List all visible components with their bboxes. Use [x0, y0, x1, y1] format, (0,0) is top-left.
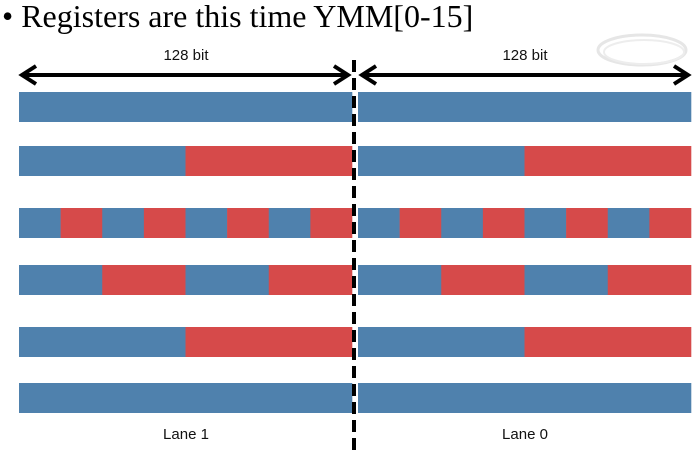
width-label-right: 128 bit — [502, 47, 548, 64]
register-4-lane-0-element-4 — [607, 265, 692, 295]
bullet: • — [2, 0, 14, 34]
register-1-lane-0-element-1 — [358, 92, 692, 122]
register-4-lane-0-element-2 — [441, 265, 525, 295]
register-4-lane-1-element-2 — [102, 265, 186, 295]
register-5-lane-0-element-2 — [524, 327, 692, 357]
register-rows — [19, 92, 692, 413]
register-2-lane-1-element-2 — [185, 146, 353, 176]
register-4-lane-1-element-3 — [185, 265, 270, 295]
register-2-lane-1-element-1 — [19, 146, 186, 176]
register-3-lane-0-element-2 — [399, 208, 442, 238]
register-4-lane-1-element-1 — [19, 265, 103, 295]
register-3-lane-0-element-8 — [649, 208, 692, 238]
register-3-lane-1-element-3 — [102, 208, 145, 238]
register-3-lane-1-element-7 — [268, 208, 311, 238]
register-3-lane-0-element-4 — [482, 208, 525, 238]
intel-logo-icon — [596, 33, 688, 67]
slide-title: • Registers are this time YMM[0-15] — [2, 0, 473, 35]
register-3-lane-1-element-6 — [227, 208, 270, 238]
register-3-lane-0-element-3 — [441, 208, 484, 238]
register-3-lane-0-element-5 — [524, 208, 567, 238]
register-3-lane-0-element-7 — [607, 208, 650, 238]
register-3-lane-0-element-1 — [358, 208, 400, 238]
register-4-lane-0-element-1 — [358, 265, 442, 295]
width-arrow-left — [18, 64, 352, 86]
width-label-left: 128 bit — [163, 47, 209, 64]
lane-label-right: Lane 0 — [502, 426, 548, 443]
register-2-lane-0-element-2 — [524, 146, 692, 176]
width-arrow-right — [358, 64, 692, 86]
title-text: Registers are this time YMM[0-15] — [21, 0, 474, 34]
register-3-lane-1-element-8 — [310, 208, 353, 238]
register-3-lane-1-element-2 — [60, 208, 103, 238]
register-6-lane-1-element-1 — [19, 383, 353, 413]
register-5-lane-1-element-2 — [185, 327, 353, 357]
register-1-lane-1-element-1 — [19, 92, 353, 122]
register-3-lane-0-element-6 — [566, 208, 609, 238]
register-6-lane-0-element-1 — [358, 383, 692, 413]
register-4-lane-1-element-4 — [268, 265, 353, 295]
register-3-lane-1-element-4 — [143, 208, 186, 238]
register-5-lane-1-element-1 — [19, 327, 186, 357]
register-5-lane-0-element-1 — [358, 327, 525, 357]
lane-label-left: Lane 1 — [163, 426, 209, 443]
register-3-lane-1-element-1 — [19, 208, 61, 238]
register-3-lane-1-element-5 — [185, 208, 228, 238]
register-4-lane-0-element-3 — [524, 265, 609, 295]
register-2-lane-0-element-1 — [358, 146, 525, 176]
